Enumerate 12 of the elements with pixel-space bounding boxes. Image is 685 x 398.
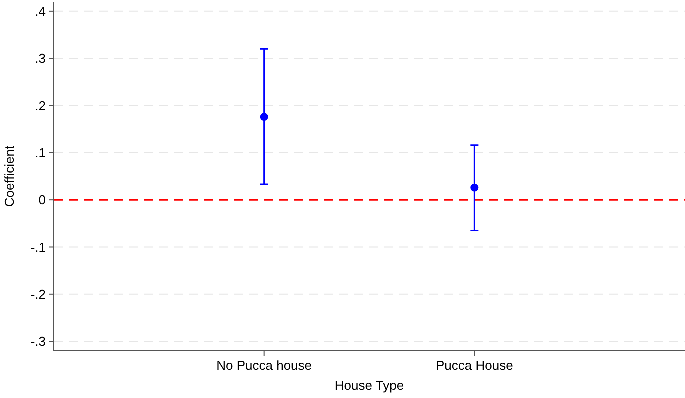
y-tick-label: -.1 — [30, 240, 46, 255]
y-tick-label: .2 — [35, 98, 46, 114]
y-tick-label: .4 — [35, 4, 46, 19]
y-tick-label: .3 — [35, 51, 46, 66]
y-tick-label: -.2 — [30, 286, 46, 302]
y-axis-title: Coefficient — [2, 146, 17, 208]
x-tick-label: Pucca House — [436, 358, 514, 373]
y-tick-label: -.3 — [30, 334, 46, 350]
y-tick-label: 0 — [38, 192, 46, 208]
x-tick-label: No Pucca house — [216, 358, 312, 373]
x-axis-title: House Type — [334, 378, 404, 393]
y-tick-label: .1 — [35, 145, 46, 160]
